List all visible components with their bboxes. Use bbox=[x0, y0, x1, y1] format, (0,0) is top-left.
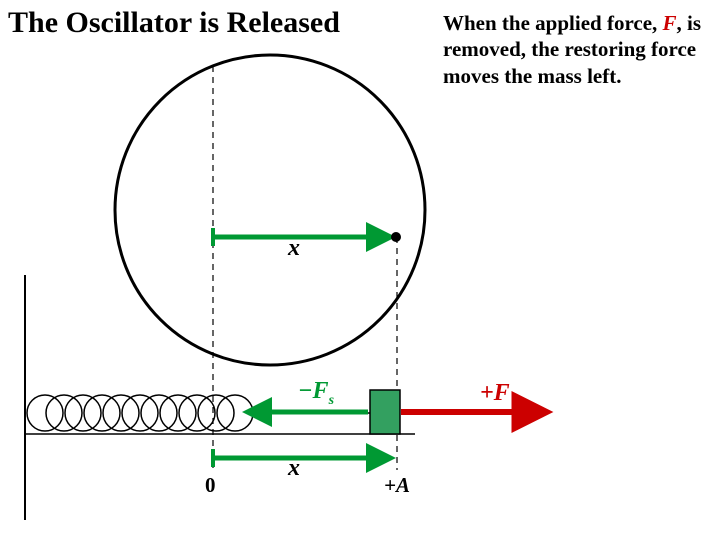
mass-block bbox=[370, 390, 400, 434]
fs-label: −Fs bbox=[298, 378, 334, 409]
fs-sub: s bbox=[329, 393, 334, 408]
phase-dot bbox=[391, 232, 401, 242]
physics-diagram bbox=[0, 0, 720, 540]
x-label-bottom: x bbox=[288, 455, 300, 482]
f-plus-label: +F bbox=[480, 380, 510, 407]
zero-label: 0 bbox=[205, 473, 216, 498]
x-label-top: x bbox=[288, 235, 300, 262]
plus-a-label: +A bbox=[384, 473, 410, 498]
fs-text: −F bbox=[298, 378, 329, 404]
reference-circle bbox=[115, 55, 425, 365]
